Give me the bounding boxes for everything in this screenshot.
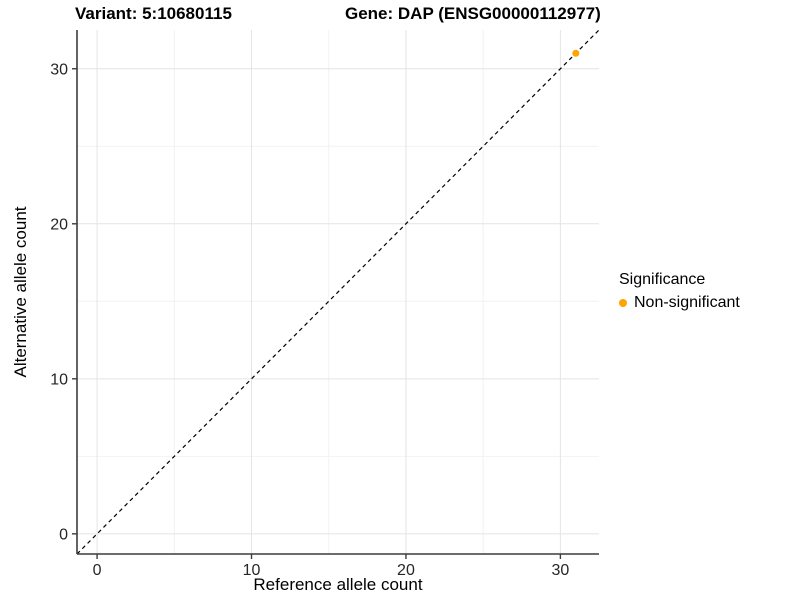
y-tick-label: 20 <box>50 216 68 233</box>
x-tick-label: 10 <box>243 562 261 579</box>
identity-reference-line <box>76 29 600 555</box>
variant-title: Variant: 5:10680115 <box>75 4 232 23</box>
y-tick-label: 0 <box>59 526 68 543</box>
x-tick-label: 20 <box>397 562 415 579</box>
gene-title: Gene: DAP (ENSG00000112977) <box>345 4 601 23</box>
legend-title: Significance <box>619 271 706 288</box>
legend-marker-dot <box>619 299 627 307</box>
x-tick-label: 30 <box>551 562 569 579</box>
y-tick-label: 10 <box>50 371 68 388</box>
y-tick-label: 30 <box>50 61 68 78</box>
legend-item-non-significant: Non-significant <box>619 294 740 312</box>
legend-item-label: Non-significant <box>634 294 740 311</box>
x-tick-label: 0 <box>93 562 102 579</box>
legend: Significance Non-significant <box>619 271 740 312</box>
data-point <box>572 49 580 57</box>
y-axis-title: Alternative allele count <box>11 206 30 378</box>
x-axis-title: Reference allele count <box>253 575 423 594</box>
